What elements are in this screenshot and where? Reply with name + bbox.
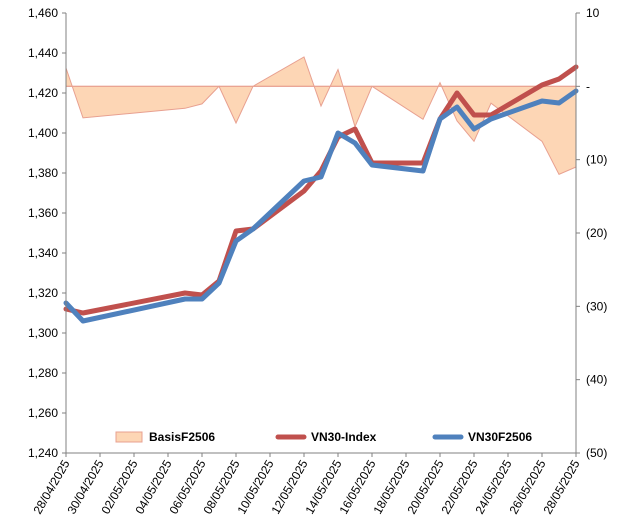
legend: BasisF2506 VN30-Index VN30F2506 <box>115 430 532 444</box>
vn30f2506-line <box>63 88 579 324</box>
vn30-index-line <box>63 64 579 316</box>
left-tick-label: 1,240 <box>28 446 58 460</box>
legend-label: VN30-Index <box>311 430 377 444</box>
left-tick-label: 1,440 <box>28 46 58 60</box>
right-tick-label: (10) <box>586 153 607 167</box>
left-tick-label: 1,300 <box>28 326 58 340</box>
legend-label: VN30F2506 <box>468 430 532 444</box>
left-tick-label: 1,420 <box>28 86 58 100</box>
left-tick-label: 1,280 <box>28 366 58 380</box>
left-tick-label: 1,380 <box>28 166 58 180</box>
left-tick-label: 1,360 <box>28 206 58 220</box>
legend-label: BasisF2506 <box>149 430 215 444</box>
series-lines-layer <box>63 64 579 324</box>
left-tick-label: 1,460 <box>28 6 58 20</box>
right-tick-label: - <box>586 79 590 93</box>
right-tick-label: (30) <box>586 299 607 313</box>
right-tick-label: (40) <box>586 373 607 387</box>
left-tick-label: 1,340 <box>28 246 58 260</box>
left-tick-label: 1,320 <box>28 286 58 300</box>
left-tick-label: 1,400 <box>28 126 58 140</box>
right-tick-label: 10 <box>586 6 600 20</box>
right-tick-label: (20) <box>586 226 607 240</box>
legend-swatch-basis <box>115 431 143 443</box>
left-tick-label: 1,260 <box>28 406 58 420</box>
right-tick-label: (50) <box>586 446 607 460</box>
